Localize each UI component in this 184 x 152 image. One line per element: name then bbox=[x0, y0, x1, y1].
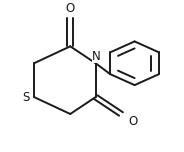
Text: N: N bbox=[92, 50, 101, 62]
Text: S: S bbox=[22, 91, 29, 104]
Text: O: O bbox=[128, 115, 137, 128]
Text: O: O bbox=[66, 2, 75, 15]
